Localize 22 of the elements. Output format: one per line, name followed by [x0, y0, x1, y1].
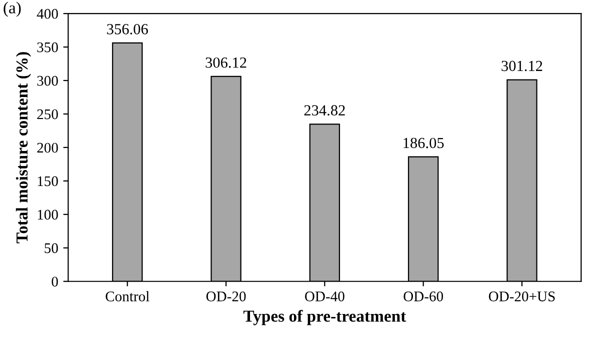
y-tick-label: 400 [36, 8, 58, 19]
data-label: 306.12 [206, 57, 246, 68]
y-tick-label: 200 [37, 142, 58, 153]
y-tick-label: 0 [52, 276, 58, 287]
data-label: 186.05 [404, 138, 444, 148]
x-tick-label: OD-40 [305, 292, 344, 302]
y-tick-label: 250 [37, 109, 58, 120]
text: (a) [4, 2, 21, 17]
data-label: 356.06 [107, 24, 148, 34]
y-axis-title: Total moisture content (%) [16, 52, 32, 244]
y-tick-label: 300 [37, 76, 58, 86]
y-tick-label: 350 [37, 42, 58, 52]
y-tick-label: 50 [44, 243, 58, 254]
data-label: 234.82 [304, 105, 345, 116]
x-tick-label: OD-20+US [488, 292, 555, 302]
data-label: 301.12 [502, 60, 542, 72]
x-tick-label: OD-60 [404, 292, 444, 302]
y-tick-label: 100 [38, 210, 58, 220]
y-tick-label: 150 [38, 176, 58, 186]
x-axis-title: Types of pre-treatment [243, 310, 406, 326]
x-tick-label: Control [106, 291, 150, 302]
x-tick-label: OD-20 [206, 292, 246, 302]
